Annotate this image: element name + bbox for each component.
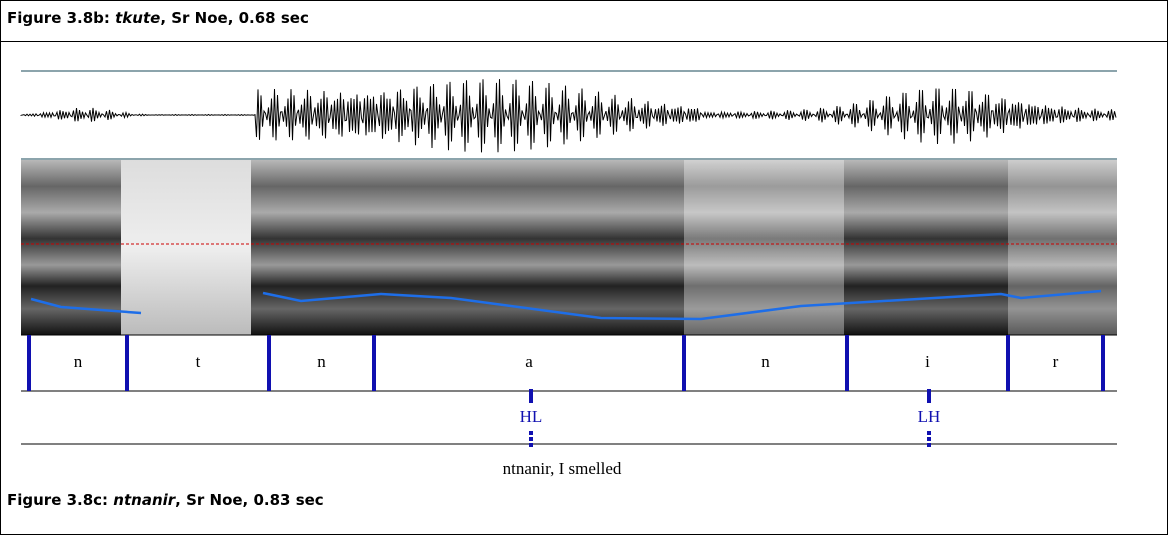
segment-label: n <box>761 352 770 371</box>
caption-rest: , Sr Noe, 0.68 sec <box>160 9 309 27</box>
caption-rest: , Sr Noe, 0.83 sec <box>175 491 324 509</box>
caption-label: Figure 3.8c: <box>7 491 109 509</box>
annotation-tiers: n t n a n i r HL LH <box>27 335 1105 447</box>
segment-label: t <box>196 352 201 371</box>
figure-caption-b: Figure 3.8b: tkute, Sr Noe, 0.68 sec <box>7 9 309 27</box>
segment-label: n <box>74 352 83 371</box>
gloss: ntnanir, I smelled <box>503 459 622 478</box>
caption-word: tkute <box>115 9 161 27</box>
segment-label: a <box>525 352 533 371</box>
spectrogram <box>21 160 1117 335</box>
header-rule <box>1 41 1167 42</box>
tone-label: HL <box>520 407 543 426</box>
caption-label: Figure 3.8b: <box>7 9 110 27</box>
segment-label: i <box>925 352 930 371</box>
tone-label: LH <box>918 407 941 426</box>
segment-label: r <box>1053 352 1059 371</box>
figure-caption-c: Figure 3.8c: ntnanir, Sr Noe, 0.83 sec <box>7 491 324 509</box>
segment-label: n <box>317 352 326 371</box>
caption-word: ntnanir <box>113 491 176 509</box>
waveform <box>20 79 1117 153</box>
wave-trace <box>20 79 1117 153</box>
